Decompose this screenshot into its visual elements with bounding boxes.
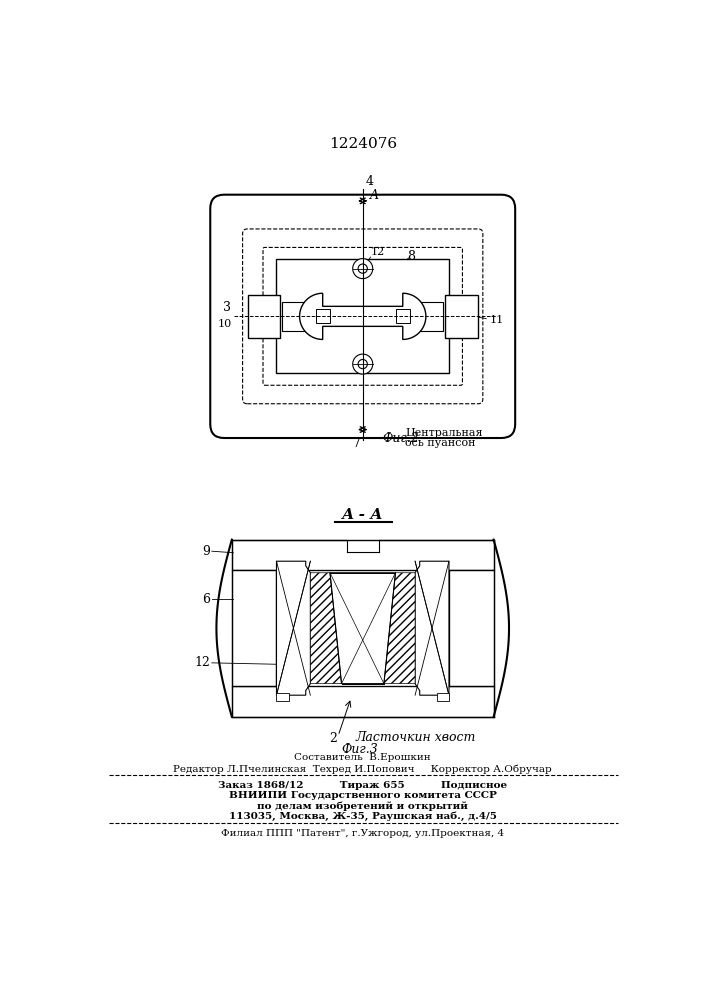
Text: Составитель  В.Ерошкин: Составитель В.Ерошкин xyxy=(294,753,431,762)
Text: 10: 10 xyxy=(217,319,231,329)
Polygon shape xyxy=(384,573,415,684)
Bar xyxy=(232,540,493,570)
FancyBboxPatch shape xyxy=(210,195,515,438)
Text: ось пуансон: ось пуансон xyxy=(405,438,476,448)
Bar xyxy=(232,540,493,570)
Text: по делам изобретений и открытий: по делам изобретений и открытий xyxy=(257,801,468,811)
Polygon shape xyxy=(276,561,310,695)
Bar xyxy=(232,686,493,717)
Bar xyxy=(449,570,493,686)
Text: Ласточкин хвост: Ласточкин хвост xyxy=(355,731,475,744)
Text: 2: 2 xyxy=(329,732,337,745)
Bar xyxy=(282,302,305,331)
Bar xyxy=(449,570,493,686)
Circle shape xyxy=(358,359,368,369)
Text: ВНИИПИ Государственного комитета СССР: ВНИИПИ Государственного комитета СССР xyxy=(229,791,496,800)
Text: 113035, Москва, Ж-35, Раушская наб., д.4/5: 113035, Москва, Ж-35, Раушская наб., д.4… xyxy=(229,811,496,821)
Text: 1224076: 1224076 xyxy=(329,137,397,151)
Text: Редактор Л.Пчелинская  Техред И.Попович     Корректор А.Обручар: Редактор Л.Пчелинская Техред И.Попович К… xyxy=(173,764,552,774)
Text: 9: 9 xyxy=(421,262,428,275)
Bar xyxy=(316,309,329,323)
Text: Филиал ППП "Патент", г.Ужгород, ул.Проектная, 4: Филиал ППП "Патент", г.Ужгород, ул.Проек… xyxy=(221,829,504,838)
Text: 12: 12 xyxy=(370,247,385,257)
Text: 3: 3 xyxy=(223,301,231,314)
Circle shape xyxy=(353,354,373,374)
Bar xyxy=(276,693,288,701)
Bar xyxy=(445,295,478,338)
Text: 12: 12 xyxy=(194,656,210,669)
Text: Фиг.3: Фиг.3 xyxy=(341,743,378,756)
Bar xyxy=(232,570,276,686)
Bar xyxy=(276,259,450,373)
Text: Центральная: Центральная xyxy=(405,428,483,438)
Polygon shape xyxy=(330,573,395,684)
Bar xyxy=(396,309,409,323)
Text: 8: 8 xyxy=(407,250,416,263)
Bar xyxy=(232,686,493,717)
Text: 9: 9 xyxy=(202,545,210,558)
Bar xyxy=(232,570,276,686)
Text: Фиг.2: Фиг.2 xyxy=(382,432,419,445)
Bar xyxy=(437,693,449,701)
Text: 11: 11 xyxy=(489,315,503,325)
Text: A: A xyxy=(370,189,379,202)
Text: 7: 7 xyxy=(353,437,361,450)
Bar xyxy=(247,295,280,338)
Text: 6: 6 xyxy=(202,593,210,606)
Bar xyxy=(420,302,443,331)
Polygon shape xyxy=(310,573,341,684)
Polygon shape xyxy=(415,561,449,695)
Text: А - А: А - А xyxy=(342,508,383,522)
Text: 4: 4 xyxy=(366,175,374,188)
Bar xyxy=(346,539,379,552)
Circle shape xyxy=(358,264,368,273)
Polygon shape xyxy=(300,293,426,339)
Circle shape xyxy=(353,259,373,279)
Text: Заказ 1868/12          Тираж 655          Подписное: Заказ 1868/12 Тираж 655 Подписное xyxy=(218,781,508,790)
